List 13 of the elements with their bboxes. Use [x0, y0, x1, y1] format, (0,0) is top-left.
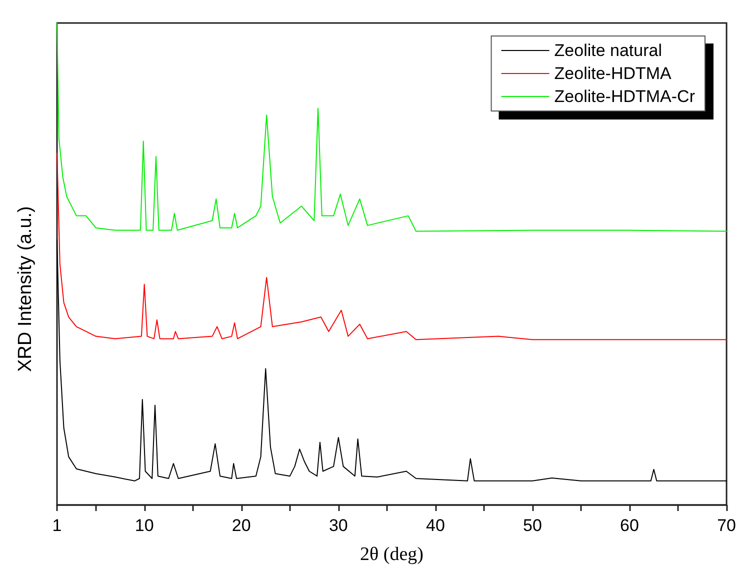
legend-label: Zeolite-HDTMA [554, 64, 672, 83]
x-axis-title: 2θ (deg) [360, 544, 424, 565]
x-tick-label: 60 [620, 516, 639, 535]
x-tick-label: 10 [134, 516, 154, 535]
y-axis-title: XRD Intensity (a.u.) [15, 206, 36, 372]
legend-label: Zeolite natural [554, 41, 662, 60]
x-tick-label: 20 [232, 516, 251, 535]
x-tick-label: 50 [523, 516, 542, 535]
legend-label: Zeolite-HDTMA-Cr [554, 87, 696, 106]
x-tick-label: 1 [52, 516, 62, 535]
x-tick-label: 40 [426, 516, 445, 535]
x-tick-label: 70 [717, 516, 736, 535]
x-tick-label: 30 [328, 516, 348, 535]
